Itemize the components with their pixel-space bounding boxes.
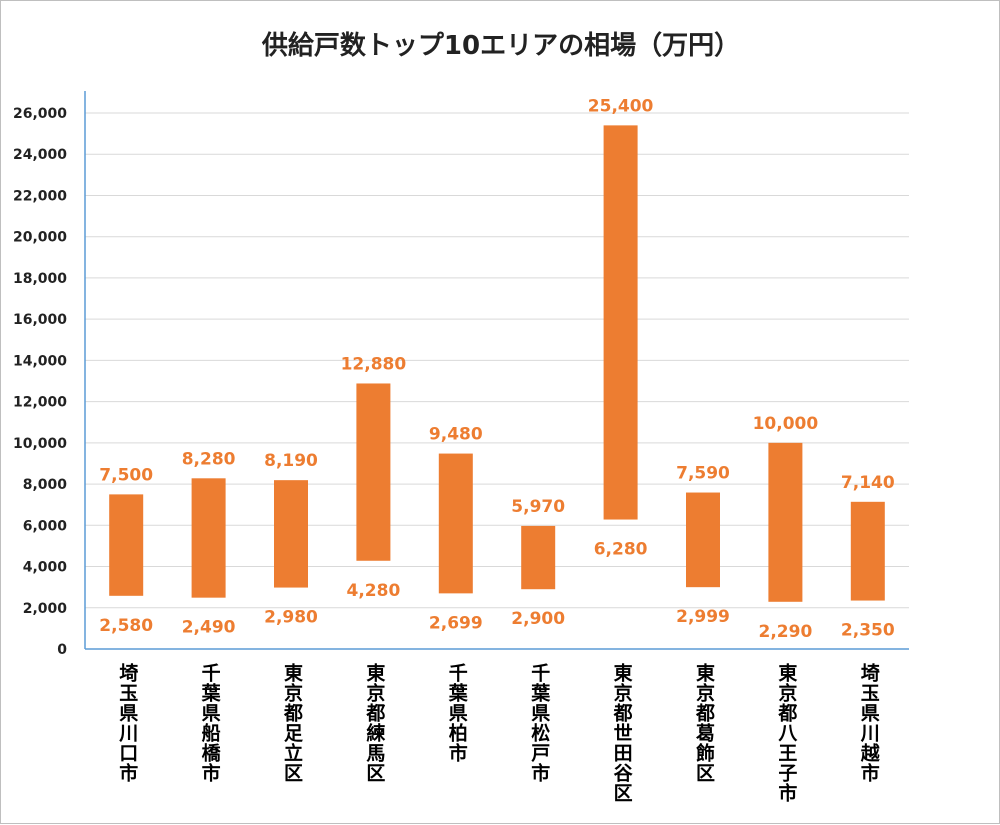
range-bar — [438, 453, 473, 594]
low-value-label: 2,999 — [676, 607, 730, 627]
y-tick-label: 8,000 — [23, 477, 68, 493]
y-tick-label: 4,000 — [23, 560, 68, 576]
category-label: 千葉県柏市 — [445, 663, 468, 763]
low-value-label: 2,580 — [99, 616, 153, 636]
low-value-label: 6,280 — [594, 540, 648, 560]
range-bar — [521, 525, 556, 590]
high-value-label: 25,400 — [588, 96, 654, 116]
range-bar — [191, 478, 226, 598]
y-tick-label: 20,000 — [13, 230, 67, 246]
range-bar — [274, 480, 308, 588]
value-labels: 7,500 2,580 8,280 2,490 8,190 2,980 12,880 4,28… — [99, 96, 895, 641]
y-tick-label: 22,000 — [13, 188, 67, 204]
y-tick-label: 0 — [57, 642, 67, 658]
low-value-label: 2,900 — [511, 609, 565, 629]
category-label: 千葉県船橋市 — [198, 663, 221, 783]
category-label: 東京都葛飾区 — [693, 663, 715, 783]
category-label: 東京都世田谷区 — [610, 663, 633, 803]
high-value-label: 9,480 — [429, 425, 483, 445]
y-tick-label: 6,000 — [23, 518, 68, 534]
high-value-label: 12,880 — [341, 354, 407, 374]
high-value-label: 7,500 — [99, 465, 153, 485]
range-bar — [850, 501, 885, 601]
y-tick-label: 18,000 — [13, 271, 67, 287]
y-tick-label: 16,000 — [13, 312, 67, 328]
axes: 0 2,000 4,000 6,000 8,000 10,000 12,000 14,000 1… — [13, 91, 909, 658]
category-label: 東京都八王子市 — [775, 663, 798, 803]
high-value-label: 8,280 — [182, 449, 236, 469]
high-value-label: 7,140 — [841, 473, 895, 493]
chart-title: 供給戸数トップ10エリアの相場（万円） — [261, 31, 741, 61]
range-bar — [356, 383, 391, 561]
high-value-label: 8,190 — [264, 451, 318, 471]
range-bar — [109, 494, 144, 596]
high-value-label: 10,000 — [753, 414, 819, 434]
high-value-label: 5,970 — [511, 497, 565, 517]
category-label: 千葉県松戸市 — [528, 663, 551, 783]
y-tick-label: 26,000 — [13, 106, 67, 122]
low-value-label: 4,280 — [347, 581, 401, 601]
category-label: 東京都練馬区 — [363, 663, 386, 783]
y-tick-label: 2,000 — [23, 601, 68, 617]
y-tick-label: 14,000 — [13, 353, 67, 369]
y-tick-label: 24,000 — [13, 147, 67, 163]
range-bar — [686, 492, 720, 588]
category-label: 埼玉県川越市 — [857, 663, 880, 783]
category-label: 埼玉県川口市 — [116, 663, 139, 783]
y-tick-label: 12,000 — [13, 395, 67, 411]
range-bar — [768, 442, 803, 602]
high-value-label: 7,590 — [676, 464, 730, 484]
category-label: 東京都足立区 — [281, 663, 303, 783]
bars — [109, 125, 885, 602]
low-value-label: 2,490 — [182, 618, 236, 638]
low-value-label: 2,350 — [841, 621, 895, 641]
low-value-label: 2,699 — [429, 613, 483, 633]
low-value-label: 2,980 — [264, 608, 318, 628]
range-bar — [603, 125, 638, 520]
low-value-label: 2,290 — [759, 622, 813, 642]
y-tick-label: 10,000 — [13, 436, 67, 452]
